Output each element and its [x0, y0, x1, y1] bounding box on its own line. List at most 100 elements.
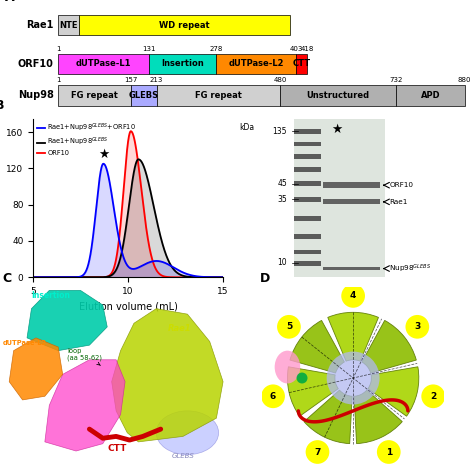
Text: 1: 1: [386, 447, 392, 456]
FancyBboxPatch shape: [294, 250, 321, 255]
Text: 7: 7: [314, 447, 321, 456]
Text: 135: 135: [273, 127, 287, 136]
FancyBboxPatch shape: [294, 142, 321, 146]
FancyBboxPatch shape: [323, 182, 380, 188]
Text: GLEBS: GLEBS: [172, 453, 195, 459]
Text: ORF10: ORF10: [18, 59, 54, 69]
FancyBboxPatch shape: [294, 118, 385, 277]
Circle shape: [277, 315, 301, 339]
Text: 880: 880: [458, 77, 471, 83]
Text: 418: 418: [301, 46, 314, 52]
FancyBboxPatch shape: [58, 54, 148, 74]
X-axis label: Elution volume (mL): Elution volume (mL): [79, 301, 177, 311]
FancyBboxPatch shape: [156, 85, 280, 106]
Wedge shape: [304, 390, 352, 444]
Text: 278: 278: [210, 46, 223, 52]
Text: Nup98: Nup98: [18, 91, 54, 100]
Text: NTE: NTE: [59, 21, 78, 29]
Circle shape: [327, 352, 380, 404]
Text: 3: 3: [414, 322, 420, 331]
Text: FG repeat: FG repeat: [71, 91, 118, 100]
Text: dUTPase-L2: dUTPase-L2: [228, 59, 284, 68]
PathPatch shape: [27, 291, 107, 351]
Text: 131: 131: [142, 46, 155, 52]
Wedge shape: [368, 367, 419, 416]
Wedge shape: [362, 320, 416, 373]
Wedge shape: [287, 367, 338, 416]
PathPatch shape: [9, 338, 63, 400]
Text: 732: 732: [390, 77, 403, 83]
Text: Insertion: Insertion: [31, 291, 71, 300]
Text: FG repeat: FG repeat: [195, 91, 242, 100]
Legend: Rae1+Nup98$^{GLEBS}$+ORF10, Rae1+Nup98$^{GLEBS}$, ORF10: Rae1+Nup98$^{GLEBS}$+ORF10, Rae1+Nup98$^…: [36, 122, 136, 156]
Text: CTT: CTT: [107, 444, 127, 453]
FancyBboxPatch shape: [294, 234, 321, 238]
FancyBboxPatch shape: [294, 261, 321, 265]
FancyBboxPatch shape: [323, 267, 380, 270]
Text: 157: 157: [124, 77, 137, 83]
FancyBboxPatch shape: [396, 85, 465, 106]
Text: 4: 4: [350, 292, 356, 301]
Text: Rae1: Rae1: [390, 199, 408, 205]
Ellipse shape: [274, 351, 300, 383]
Wedge shape: [290, 320, 345, 373]
Text: A: A: [5, 0, 14, 4]
FancyBboxPatch shape: [294, 197, 321, 202]
Text: 45: 45: [277, 179, 287, 188]
Text: 10: 10: [277, 258, 287, 267]
FancyBboxPatch shape: [294, 216, 321, 221]
Circle shape: [421, 384, 445, 408]
FancyBboxPatch shape: [280, 85, 396, 106]
FancyBboxPatch shape: [294, 182, 321, 186]
Text: 2: 2: [430, 392, 436, 401]
PathPatch shape: [45, 360, 125, 451]
Text: ★: ★: [98, 148, 109, 161]
Text: kDa: kDa: [239, 123, 255, 132]
Text: Insertion: Insertion: [161, 59, 204, 68]
FancyBboxPatch shape: [294, 167, 321, 172]
Text: ORF10: ORF10: [390, 182, 413, 188]
Circle shape: [261, 384, 285, 408]
Text: 1: 1: [56, 77, 60, 83]
Text: 6: 6: [270, 392, 276, 401]
Text: D: D: [260, 272, 270, 285]
Circle shape: [341, 284, 365, 308]
Text: B: B: [0, 99, 5, 112]
Wedge shape: [354, 390, 402, 444]
PathPatch shape: [112, 309, 223, 442]
Text: dUTPase-L2: dUTPase-L2: [2, 340, 46, 346]
Text: 1: 1: [56, 46, 60, 52]
Text: dUTPase-L1: dUTPase-L1: [76, 59, 131, 68]
Text: Unstructured: Unstructured: [307, 91, 370, 100]
Circle shape: [405, 315, 429, 339]
Text: APD: APD: [420, 91, 440, 100]
Text: 480: 480: [273, 77, 287, 83]
Text: C: C: [2, 272, 12, 285]
Circle shape: [377, 440, 401, 464]
FancyBboxPatch shape: [79, 15, 291, 36]
FancyBboxPatch shape: [294, 155, 321, 159]
Ellipse shape: [297, 373, 308, 383]
Text: 213: 213: [150, 77, 163, 83]
FancyBboxPatch shape: [296, 54, 307, 74]
Text: 403: 403: [289, 46, 303, 52]
FancyBboxPatch shape: [148, 54, 216, 74]
Text: CTT: CTT: [292, 59, 311, 68]
FancyBboxPatch shape: [294, 129, 321, 134]
Text: 5: 5: [286, 322, 292, 331]
FancyBboxPatch shape: [58, 85, 131, 106]
Circle shape: [306, 440, 329, 464]
Text: WD repeat: WD repeat: [159, 21, 210, 29]
Text: loop
(aa 58-62): loop (aa 58-62): [67, 347, 102, 365]
Text: Rae1: Rae1: [167, 324, 191, 333]
Wedge shape: [328, 312, 379, 361]
Text: ★: ★: [331, 123, 343, 136]
FancyBboxPatch shape: [131, 85, 156, 106]
FancyBboxPatch shape: [323, 200, 380, 204]
FancyBboxPatch shape: [58, 15, 79, 36]
Text: GLEBS: GLEBS: [128, 91, 159, 100]
FancyBboxPatch shape: [216, 54, 296, 74]
Text: 35: 35: [277, 195, 287, 204]
Text: Nup98$^{GLEBS}$: Nup98$^{GLEBS}$: [390, 263, 432, 275]
Text: Rae1: Rae1: [26, 20, 54, 30]
